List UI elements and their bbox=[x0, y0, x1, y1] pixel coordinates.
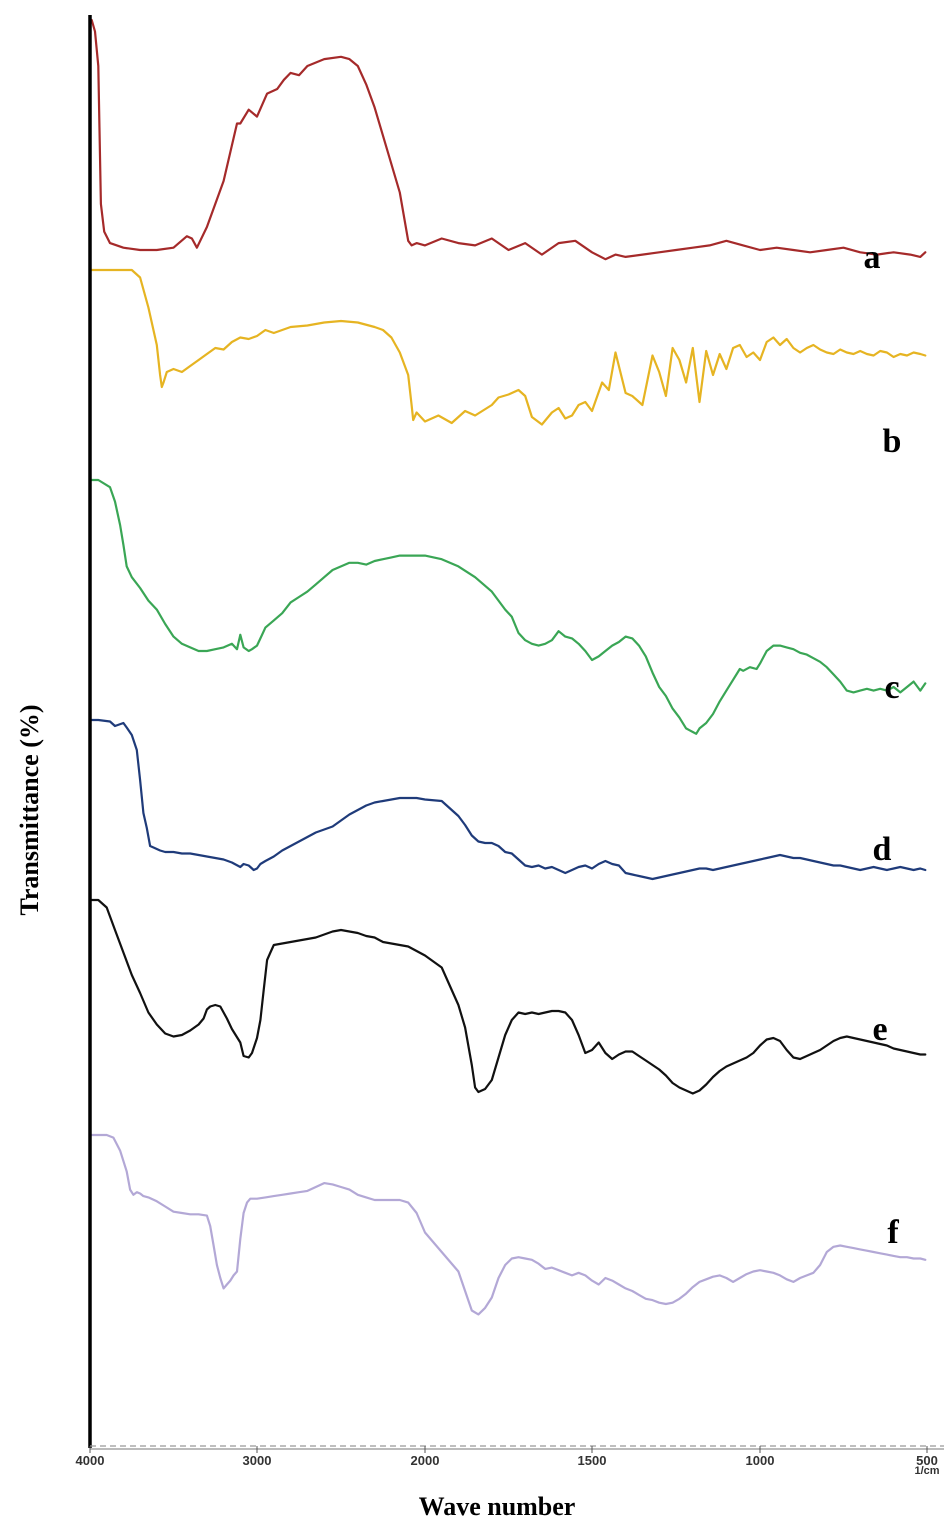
x-tick-label: 1000 bbox=[746, 1453, 775, 1468]
x-axis-ticks: 4000 3000 2000 1500 1000 500 bbox=[76, 1446, 938, 1468]
x-tick-label: 1500 bbox=[578, 1453, 607, 1468]
y-axis-title: Transmittance (%) bbox=[15, 704, 44, 915]
spectrum-line-a bbox=[88, 18, 927, 261]
series-label-b: b bbox=[883, 423, 902, 460]
x-tick-label: 3000 bbox=[243, 1453, 272, 1468]
x-tick-label: 500 bbox=[916, 1453, 938, 1468]
spectrum-line-c bbox=[88, 478, 927, 735]
axes bbox=[88, 15, 944, 1450]
series-label-d: d bbox=[873, 831, 892, 868]
spectrum-line-f bbox=[88, 1133, 927, 1316]
x-unit-label: 1/cm bbox=[914, 1465, 939, 1477]
series-label-e: e bbox=[872, 1011, 887, 1048]
x-axis-title: Wave number bbox=[419, 1492, 576, 1521]
spectrum-line-d bbox=[88, 718, 927, 881]
spectrum-line-b bbox=[88, 268, 927, 426]
spectrum-line-e bbox=[88, 898, 927, 1095]
spectra-curves bbox=[88, 18, 927, 1316]
series-label-f: f bbox=[887, 1214, 899, 1251]
x-tick-label: 4000 bbox=[76, 1453, 105, 1468]
x-tick-label: 2000 bbox=[411, 1453, 440, 1468]
series-labels: a b c d e f bbox=[864, 239, 902, 1251]
series-label-a: a bbox=[864, 239, 881, 276]
series-label-c: c bbox=[884, 669, 899, 706]
